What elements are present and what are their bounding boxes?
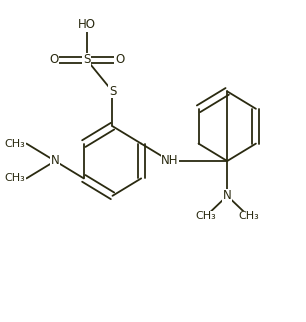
Text: CH₃: CH₃: [4, 174, 25, 184]
Text: CH₃: CH₃: [4, 138, 25, 148]
Text: CH₃: CH₃: [195, 211, 216, 222]
Text: O: O: [49, 53, 58, 66]
Text: N: N: [223, 189, 232, 202]
Text: NH: NH: [161, 155, 179, 167]
Text: CH₃: CH₃: [238, 211, 259, 222]
Text: HO: HO: [78, 18, 96, 32]
Text: S: S: [83, 53, 90, 66]
Text: O: O: [115, 53, 124, 66]
Text: N: N: [51, 155, 59, 167]
Text: S: S: [109, 85, 116, 98]
